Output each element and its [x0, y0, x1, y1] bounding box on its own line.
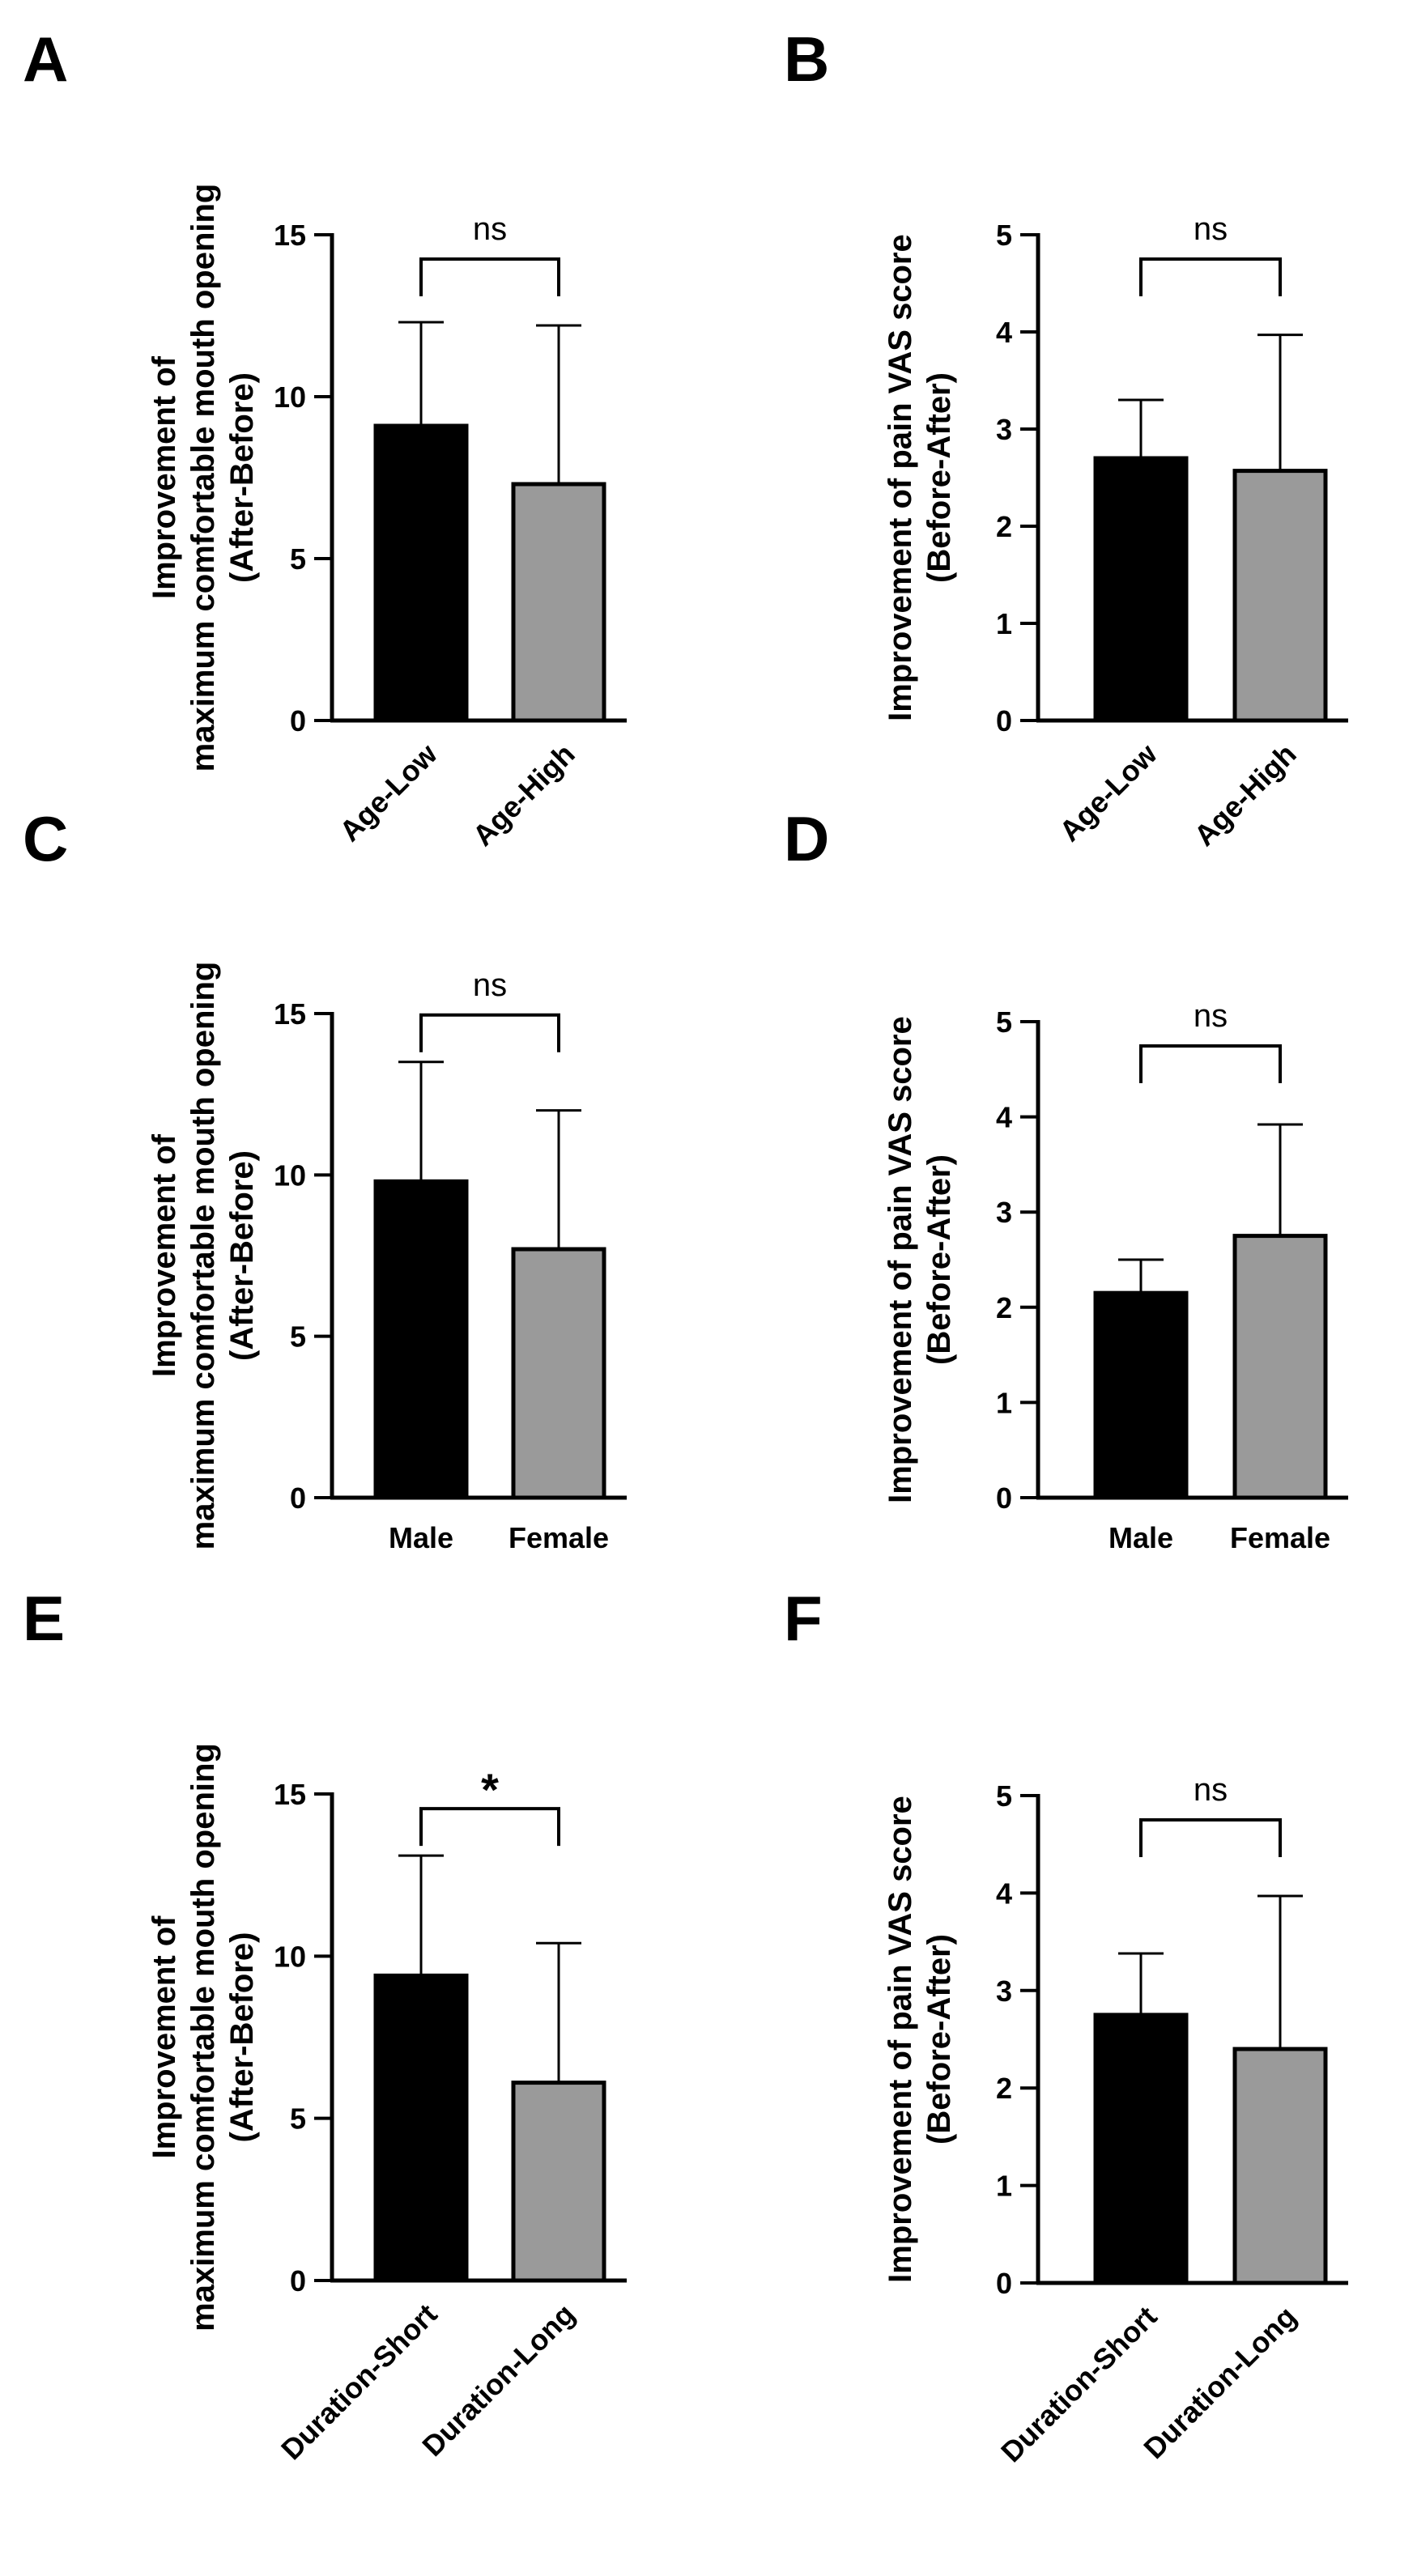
y-tick-label: 0 [996, 704, 1012, 738]
y-axis-label-line: maximum comfortable mouth opening [185, 962, 221, 1550]
y-tick-label: 5 [996, 1779, 1012, 1813]
y-axis-label-line: Improvement of [147, 355, 182, 599]
y-axis-label-line: Improvement of pain VAS score [883, 1016, 918, 1503]
y-axis-label: Improvement of pain VAS score (Before-Aft… [883, 1016, 957, 1503]
chart-panel-c: C Improvement of maximum comfortable mouth… [23, 803, 627, 1554]
y-tick-label: 5 [290, 1320, 306, 1354]
bar-female [511, 1247, 606, 1500]
y-axis-label-line: Improvement of [147, 1915, 182, 2159]
significance-label: ns [473, 211, 507, 247]
bar-male [1093, 1290, 1189, 1500]
y-axis-label-line: Improvement of pain VAS score [883, 1796, 918, 2283]
y-axis-label: Improvement of maximum comfortable mouth … [147, 962, 260, 1550]
y-axis-label: Improvement of pain VAS score (Before-Aft… [883, 234, 957, 721]
y-axis-label-line: (After-Before) [224, 1150, 260, 1361]
panel-letter: E [23, 1583, 65, 1654]
y-axis-label-line: Improvement of pain VAS score [883, 234, 918, 721]
y-tick-label: 0 [290, 2264, 306, 2298]
panel-letter: D [784, 803, 829, 874]
y-tick-label: 2 [996, 1291, 1012, 1324]
bar-age-low [1093, 456, 1189, 723]
y-tick-label: 4 [996, 1877, 1012, 1910]
y-tick-label: 5 [996, 1005, 1012, 1039]
significance-label: ns [1194, 1772, 1228, 1808]
y-axis-label: Improvement of pain VAS score (Before-Aft… [883, 1796, 957, 2283]
panel-letter: A [23, 23, 68, 95]
chart-panel-b: B Improvement of pain VAS score (Before-Af… [784, 23, 1348, 852]
bar-duration-short [373, 1973, 469, 2283]
y-tick-label: 1 [996, 607, 1012, 640]
y-axis-label-line: maximum comfortable mouth opening [185, 184, 221, 772]
chart-panel-f: F Improvement of pain VAS score (Before-Af… [784, 1583, 1348, 2468]
y-tick-label: 3 [996, 1975, 1012, 2008]
x-category-label: Male [389, 1521, 453, 1554]
bar-female [1232, 1234, 1328, 1500]
y-axis-label-line: Improvement of [147, 1133, 182, 1377]
significance-label: ns [1194, 998, 1228, 1034]
significance-bracket [419, 257, 560, 296]
panel-letter: C [23, 803, 68, 874]
y-tick-label: 3 [996, 1196, 1012, 1229]
y-axis-label-line: (After-Before) [224, 372, 260, 583]
bar-age-low [373, 423, 469, 723]
x-category-label: Male [1108, 1521, 1173, 1554]
x-category-label: Age-Low [333, 737, 444, 848]
chart-panel-d: D Improvement of pain VAS score (Before-Af… [784, 803, 1348, 1554]
x-category-label: Age-High [466, 738, 581, 852]
bar-duration-long [1232, 2047, 1328, 2285]
y-tick-label: 15 [274, 1778, 306, 1811]
y-axis-label-line: (Before-After) [921, 1934, 957, 2145]
y-axis-label: Improvement of maximum comfortable mouth … [147, 1743, 260, 2332]
y-tick-label: 1 [996, 2170, 1012, 2203]
y-tick-label: 10 [274, 1158, 306, 1192]
chart-panel-a: A Improvement of maximum comfortable mouth… [23, 23, 627, 852]
significance-bracket [1139, 1044, 1282, 1083]
y-tick-label: 5 [290, 542, 306, 576]
x-category-label: Female [509, 1521, 609, 1554]
y-axis-label-line: (Before-After) [921, 1154, 957, 1365]
significance-label: * [481, 1764, 499, 1815]
y-axis-label-line: (After-Before) [224, 1932, 260, 2143]
bar-age-high [511, 482, 606, 723]
x-category-label: Female [1230, 1521, 1330, 1554]
y-tick-label: 10 [274, 380, 306, 414]
significance-label: ns [1194, 211, 1228, 247]
significance-label: ns [473, 967, 507, 1003]
y-tick-label: 15 [274, 997, 306, 1031]
y-tick-label: 10 [274, 1940, 306, 1973]
y-tick-label: 5 [996, 219, 1012, 252]
y-tick-label: 0 [290, 1481, 306, 1515]
y-tick-label: 2 [996, 2072, 1012, 2105]
y-tick-label: 2 [996, 510, 1012, 543]
y-tick-label: 0 [996, 1481, 1012, 1515]
y-axis-label-line: (Before-After) [921, 372, 957, 583]
y-axis-label-line: maximum comfortable mouth opening [185, 1743, 221, 2332]
bar-male [373, 1179, 469, 1500]
y-tick-label: 15 [274, 219, 306, 252]
bar-duration-short [1093, 2013, 1189, 2285]
bar-duration-long [511, 2081, 606, 2283]
y-tick-label: 5 [290, 2102, 306, 2136]
y-tick-label: 4 [996, 316, 1012, 349]
y-tick-label: 4 [996, 1101, 1012, 1134]
x-category-label: Age-High [1188, 738, 1303, 852]
panel-letter: F [784, 1583, 823, 1654]
significance-bracket [419, 1013, 560, 1052]
bar-age-high [1232, 469, 1328, 723]
panel-letter: B [784, 23, 829, 95]
x-category-label: Age-Low [1053, 737, 1164, 848]
y-tick-label: 3 [996, 413, 1012, 446]
y-axis-label: Improvement of maximum comfortable mouth … [147, 184, 260, 772]
y-tick-label: 1 [996, 1386, 1012, 1419]
significance-bracket [419, 1807, 560, 1847]
y-tick-label: 0 [290, 704, 306, 738]
y-tick-label: 0 [996, 2267, 1012, 2300]
significance-bracket [1139, 1818, 1282, 1857]
chart-panel-e: E Improvement of maximum comfortable mouth… [23, 1583, 627, 2466]
significance-bracket [1139, 257, 1282, 296]
